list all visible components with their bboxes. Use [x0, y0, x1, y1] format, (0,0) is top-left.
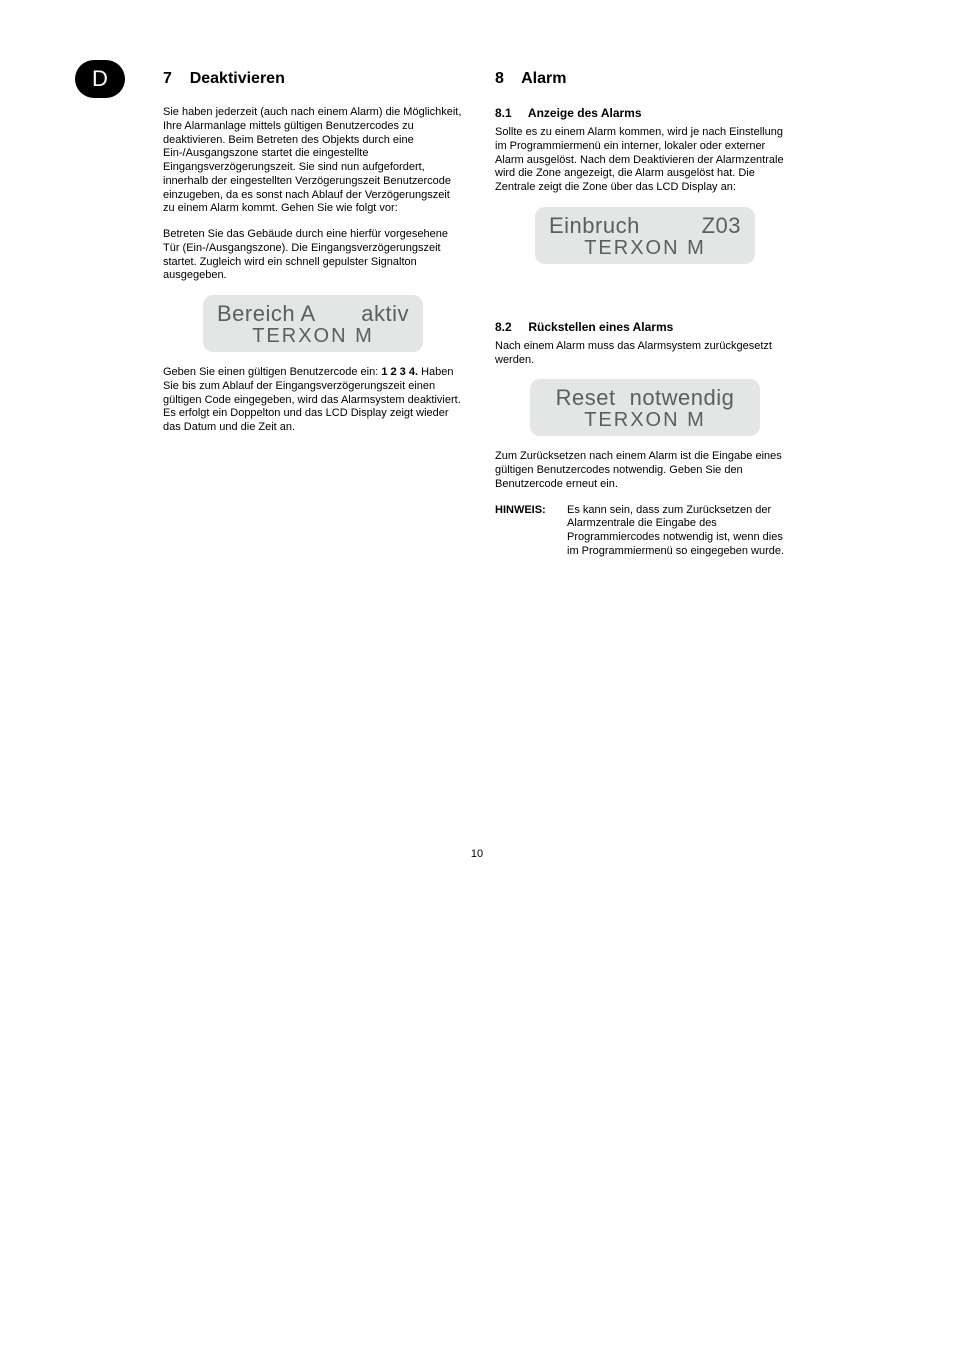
lcd-display-reset: Reset notwendig TERXON M [530, 379, 760, 436]
lcd-line-2: TERXON M [213, 325, 413, 348]
page-number: 10 [0, 848, 954, 860]
paragraph: Sollte es zu einem Alarm kommen, wird je… [495, 126, 795, 195]
lcd-display-einbruch: Einbruch Z03 TERXON M [535, 207, 755, 264]
spacer [495, 278, 795, 314]
heading-number: 7 [163, 70, 172, 87]
lcd-text-right: aktiv [361, 301, 409, 327]
lcd-line-1: Bereich A aktiv [213, 301, 413, 327]
code-text: 1 2 3 4. [381, 366, 418, 378]
hint-label: HINWEIS: [495, 504, 567, 559]
heading-title: Alarm [521, 70, 566, 87]
section-8-heading: 8 Alarm [495, 70, 795, 88]
paragraph: Nach einem Alarm muss das Alarmsystem zu… [495, 340, 795, 368]
subheading-number: 8.1 [495, 106, 512, 120]
lcd-line-1: Reset notwendig [540, 385, 750, 411]
paragraph: Betreten Sie das Gebäude durch eine hier… [163, 228, 463, 283]
lcd-text-left: Reset [556, 385, 616, 411]
language-badge: D [75, 60, 125, 98]
subheading-number: 8.2 [495, 320, 512, 334]
lcd-display-bereich: Bereich A aktiv TERXON M [203, 295, 423, 352]
lcd-text-left: Bereich A [217, 301, 316, 327]
paragraph: Zum Zurücksetzen nach einem Alarm ist di… [495, 450, 795, 491]
heading-title: Deaktivieren [190, 70, 285, 87]
lcd-text-right: notwendig [630, 385, 735, 411]
text-run: Geben Sie einen gültigen Benutzercode ei… [163, 366, 381, 378]
subsection-8-1-heading: 8.1 Anzeige des Alarms [495, 106, 795, 120]
subsection-8-2-heading: 8.2 Rückstellen eines Alarms [495, 320, 795, 334]
left-column: 7 Deaktivieren Sie haben jederzeit (auch… [163, 70, 463, 447]
hint-text: Es kann sein, dass zum Zurücksetzen der … [567, 504, 795, 559]
hint-block: HINWEIS: Es kann sein, dass zum Zurückse… [495, 504, 795, 559]
paragraph: Geben Sie einen gültigen Benutzercode ei… [163, 366, 463, 435]
lcd-text-right: Z03 [702, 213, 741, 239]
subheading-title: Rückstellen eines Alarms [528, 320, 673, 334]
paragraph: Sie haben jederzeit (auch nach einem Ala… [163, 106, 463, 216]
heading-number: 8 [495, 70, 504, 87]
right-column: 8 Alarm 8.1 Anzeige des Alarms Sollte es… [495, 70, 795, 559]
lcd-line-2: TERXON M [540, 409, 750, 432]
lcd-line-2: TERXON M [545, 237, 745, 260]
lcd-line-1: Einbruch Z03 [545, 213, 745, 239]
lcd-text-left: Einbruch [549, 213, 640, 239]
subheading-title: Anzeige des Alarms [528, 106, 642, 120]
section-7-heading: 7 Deaktivieren [163, 70, 463, 88]
